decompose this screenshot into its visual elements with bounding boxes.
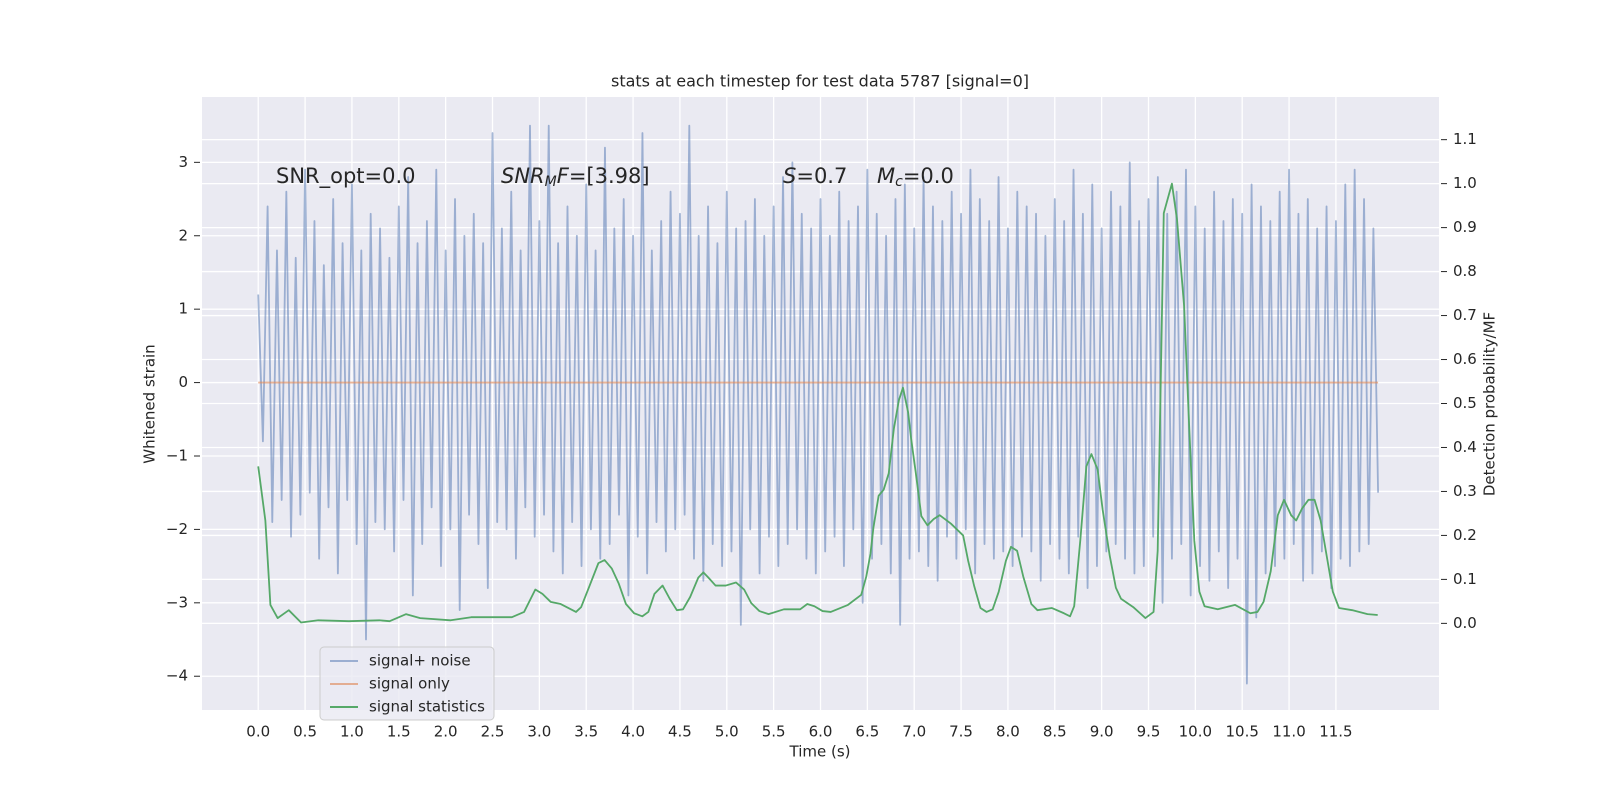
x-tick-label: 10.5 (1226, 723, 1259, 741)
x-tick-label: 4.5 (668, 723, 692, 741)
x-tick-label: 9.0 (1090, 723, 1114, 741)
x-tick-label: 9.5 (1137, 723, 1161, 741)
x-tick-label: 3.0 (527, 723, 551, 741)
legend-label: signal only (369, 675, 450, 693)
annotation: SNR_opt=0.0 (276, 164, 416, 189)
y-tick-label: 0 (178, 373, 188, 391)
y-axis-label: Whitened strain (141, 344, 159, 463)
series-line (257, 182, 1378, 624)
annotation-part: =0.7 (796, 164, 847, 188)
x-tick-label: 6.0 (809, 723, 833, 741)
y2-tick-label: 0.1 (1453, 570, 1477, 588)
y2-tick-label: 0.7 (1453, 306, 1477, 324)
x-tick-label: 1.5 (387, 723, 411, 741)
annotation-part: F (557, 164, 570, 188)
annotation-part: S (783, 164, 796, 188)
x-tick-label: 11.5 (1319, 723, 1352, 741)
y2-tick-label: 0.4 (1453, 438, 1477, 456)
x-tick-label: 1.0 (340, 723, 364, 741)
x-tick-label: 3.5 (574, 723, 598, 741)
y2-tick-label: 0.0 (1453, 614, 1477, 632)
annotation: SNRMF=[3.98] (501, 164, 650, 190)
y2-axis-label: Detection probability/MF (1481, 312, 1499, 496)
y2-tick-label: 0.3 (1453, 482, 1477, 500)
x-tick-label: 7.5 (949, 723, 973, 741)
y2-tick-label: 0.2 (1453, 526, 1477, 544)
y2-tick-label: 0.8 (1453, 262, 1477, 280)
x-tick-label: 2.5 (481, 723, 505, 741)
annotation-part: =[3.98] (569, 164, 650, 188)
legend-box (319, 646, 495, 721)
y-tick-label: −2 (166, 520, 188, 538)
x-axis-label: Time (s) (789, 743, 851, 761)
annotation-part: c (895, 174, 903, 190)
y-tick-label: 3 (178, 153, 188, 171)
x-tick-label: 0.5 (293, 723, 317, 741)
legend-label: signal+ noise (369, 652, 471, 670)
x-tick-label: 11.0 (1272, 723, 1305, 741)
annotation-part: M (877, 164, 895, 188)
y2-tick-label: 0.6 (1453, 350, 1477, 368)
y-tick-label: 2 (178, 226, 188, 244)
x-tick-label: 2.0 (434, 723, 458, 741)
x-tick-label: 8.0 (996, 723, 1020, 741)
annotation-part: SNR_opt=0.0 (276, 164, 416, 189)
y2-tick-label: 1.0 (1453, 174, 1477, 192)
annotation: Mc=0.0 (877, 164, 954, 190)
annotation-part: SNR (501, 164, 545, 188)
y-tick-label: −1 (166, 446, 188, 464)
x-tick-label: 5.0 (715, 723, 739, 741)
x-tick-label: 8.5 (1043, 723, 1067, 741)
annotation-part: M (545, 174, 557, 190)
series-line (257, 124, 1379, 685)
y-tick-label: −3 (166, 593, 188, 611)
y2-tick-label: 0.5 (1453, 394, 1477, 412)
x-tick-label: 4.0 (621, 723, 645, 741)
x-tick-label: 0.0 (246, 723, 270, 741)
legend-label: signal statistics (369, 698, 485, 716)
x-tick-label: 6.5 (855, 723, 879, 741)
y-tick-label: 1 (178, 300, 188, 318)
annotation: S=0.7 (783, 164, 847, 188)
x-tick-label: 5.5 (762, 723, 786, 741)
y2-tick-label: 0.9 (1453, 218, 1477, 236)
x-tick-label: 10.0 (1179, 723, 1212, 741)
marks (257, 124, 1379, 685)
annotation-part: =0.0 (903, 164, 954, 188)
labels: 0.0 0.5 1.0 1.5 2.0 2.5 3.0 3.5 4.0 4.5 5.0 5.5 6.0 6… (166, 130, 1477, 740)
y2-tick-label: 1.1 (1453, 130, 1477, 148)
x-tick-label: 7.0 (902, 723, 926, 741)
y-tick-label: −4 (166, 667, 188, 685)
chart-title: stats at each timestep for test data 578… (611, 72, 1029, 91)
